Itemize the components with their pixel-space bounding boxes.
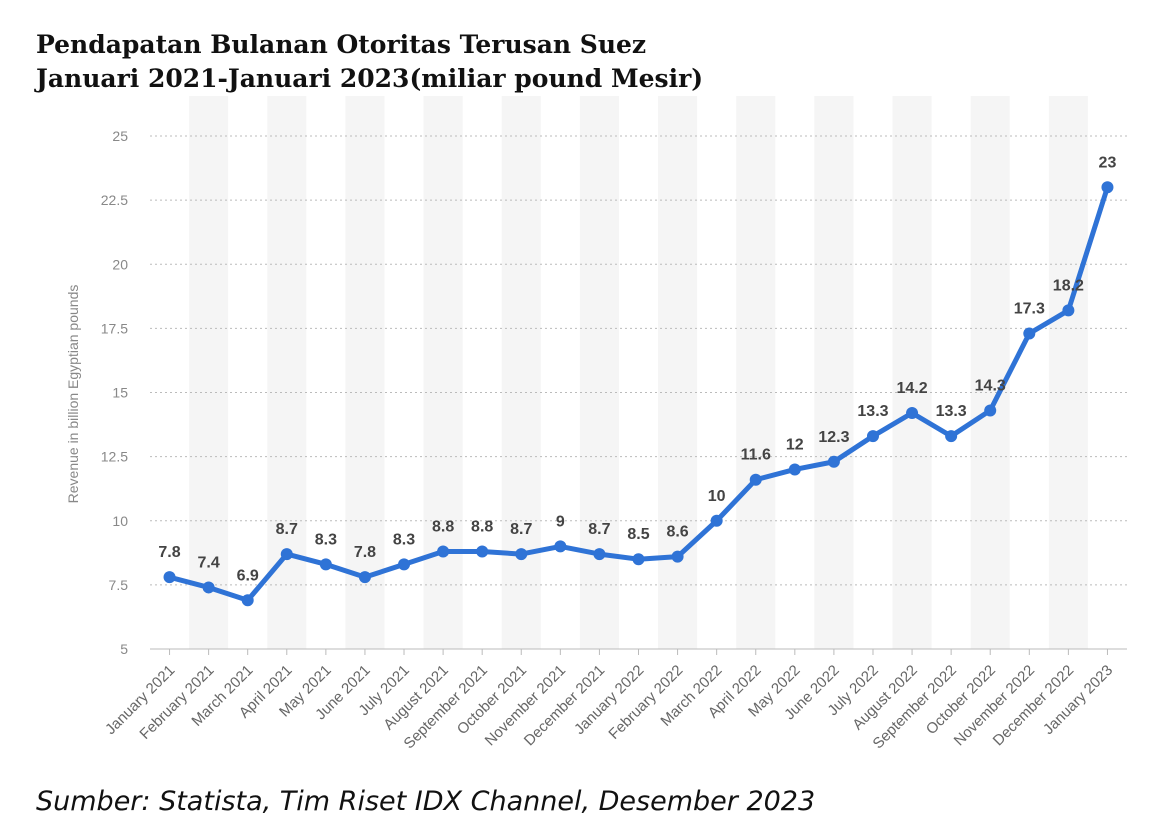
data-label: 13.3 <box>936 403 967 420</box>
data-label: 8.5 <box>627 526 649 543</box>
data-label: 12.3 <box>818 429 849 446</box>
data-point <box>163 571 176 584</box>
data-label: 10 <box>708 488 726 505</box>
y-tick-label: 7.5 <box>109 577 129 593</box>
data-point <box>827 455 840 468</box>
data-point <box>476 545 489 558</box>
column-band <box>579 96 619 649</box>
data-point <box>398 558 411 571</box>
data-point <box>710 514 723 527</box>
data-label: 9 <box>556 513 565 530</box>
data-point <box>358 571 371 584</box>
column-band <box>189 96 229 649</box>
y-tick-label: 5 <box>120 641 128 657</box>
y-tick-label: 15 <box>112 385 128 401</box>
data-points <box>163 181 1114 607</box>
data-point <box>906 407 919 420</box>
data-label: 14.2 <box>896 380 927 397</box>
y-tick-label: 20 <box>112 256 128 272</box>
data-point <box>593 548 606 561</box>
data-label: 18.2 <box>1053 277 1084 294</box>
data-label: 8.7 <box>588 521 610 538</box>
column-band <box>736 96 776 649</box>
column-band <box>814 96 854 649</box>
data-label: 7.8 <box>158 544 180 561</box>
data-label: 8.8 <box>432 519 454 536</box>
chart-title: Pendapatan Bulanan Otoritas Terusan Suez… <box>36 28 703 96</box>
column-band <box>970 96 1010 649</box>
data-label: 7.4 <box>197 554 219 571</box>
y-axis-ticks: 5 7.5 10 12.5 15 17.5 20 22.5 25 <box>101 128 128 657</box>
data-label: 8.3 <box>315 531 337 548</box>
data-point <box>1023 327 1036 340</box>
x-tick-label: January 2023 <box>1040 662 1116 738</box>
data-label: 14.3 <box>975 377 1006 394</box>
data-point <box>1101 181 1114 194</box>
title-line-1: Pendapatan Bulanan Otoritas Terusan Suez <box>36 30 647 59</box>
column-band <box>345 96 385 649</box>
data-label: 8.8 <box>471 519 493 536</box>
data-point <box>1062 304 1075 317</box>
y-tick-label: 22.5 <box>101 192 128 208</box>
data-label: 6.9 <box>237 567 259 584</box>
column-band <box>501 96 541 649</box>
data-label: 8.3 <box>393 531 415 548</box>
y-tick-label: 25 <box>112 128 128 144</box>
line-chart: 5 7.5 10 12.5 15 17.5 20 22.5 25 Revenue in bill… <box>65 96 1127 753</box>
source-note: Sumber: Statista, Tim Riset IDX Channel,… <box>36 786 816 817</box>
data-point <box>515 548 528 561</box>
column-band <box>423 96 463 649</box>
y-tick-label: 12.5 <box>101 449 128 465</box>
data-point <box>945 430 958 443</box>
data-point <box>788 463 801 476</box>
data-point <box>632 553 645 566</box>
y-tick-label: 10 <box>112 513 128 529</box>
data-point <box>671 550 684 563</box>
data-point <box>866 430 879 443</box>
data-label: 23 <box>1099 154 1117 171</box>
data-label: 11.6 <box>741 447 771 464</box>
data-label: 12 <box>786 436 804 453</box>
column-band <box>1048 96 1088 649</box>
data-point <box>241 594 254 607</box>
data-label: 8.7 <box>276 521 298 538</box>
data-point <box>749 473 762 486</box>
data-point <box>437 545 450 558</box>
data-point <box>319 558 332 571</box>
y-tick-label: 17.5 <box>101 320 128 336</box>
data-point <box>554 540 567 553</box>
title-line-2: Januari 2021-Januari 2023(miliar pound M… <box>36 64 704 93</box>
data-label: 13.3 <box>857 403 888 420</box>
data-label: 17.3 <box>1014 301 1045 318</box>
data-point <box>280 548 293 561</box>
data-point <box>984 404 997 417</box>
data-label: 8.6 <box>666 524 688 541</box>
data-point <box>202 581 215 594</box>
column-band <box>892 96 932 649</box>
data-label: 8.7 <box>510 521 532 538</box>
column-band <box>658 96 698 649</box>
column-band <box>267 96 307 649</box>
y-axis-label: Revenue in billion Egyptian pounds <box>65 285 81 504</box>
data-labels: 7.8 7.4 6.9 8.7 8.3 7.8 8.3 8.8 8.8 8.7 9 8.7 8.5 8.6… <box>158 154 1116 584</box>
data-label: 7.8 <box>354 544 376 561</box>
